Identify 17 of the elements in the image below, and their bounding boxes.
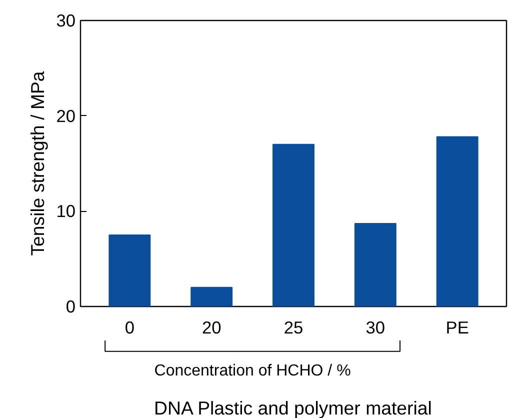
x-tick-label: 20 [202, 318, 222, 338]
y-axis-title: Tensile strength / MPa [27, 70, 48, 256]
bar [108, 234, 151, 306]
x-tick-label: PE [446, 318, 469, 338]
bar [272, 144, 314, 306]
text: Concentration of HCHO / % [154, 362, 351, 380]
bar [190, 286, 233, 306]
y-tick-label: 0 [66, 296, 76, 316]
x-tick-label: 25 [284, 318, 304, 338]
x-tick-label: 0 [124, 318, 134, 338]
y-tick-label: 20 [56, 106, 76, 126]
y-tick-label: 10 [56, 201, 76, 222]
bar [436, 136, 478, 306]
bar [354, 223, 396, 306]
x-tick-label: 30 [366, 318, 386, 338]
y-tick-label: 30 [56, 10, 76, 30]
x-axis-title: DNA Plastic and polymer material [154, 398, 432, 418]
